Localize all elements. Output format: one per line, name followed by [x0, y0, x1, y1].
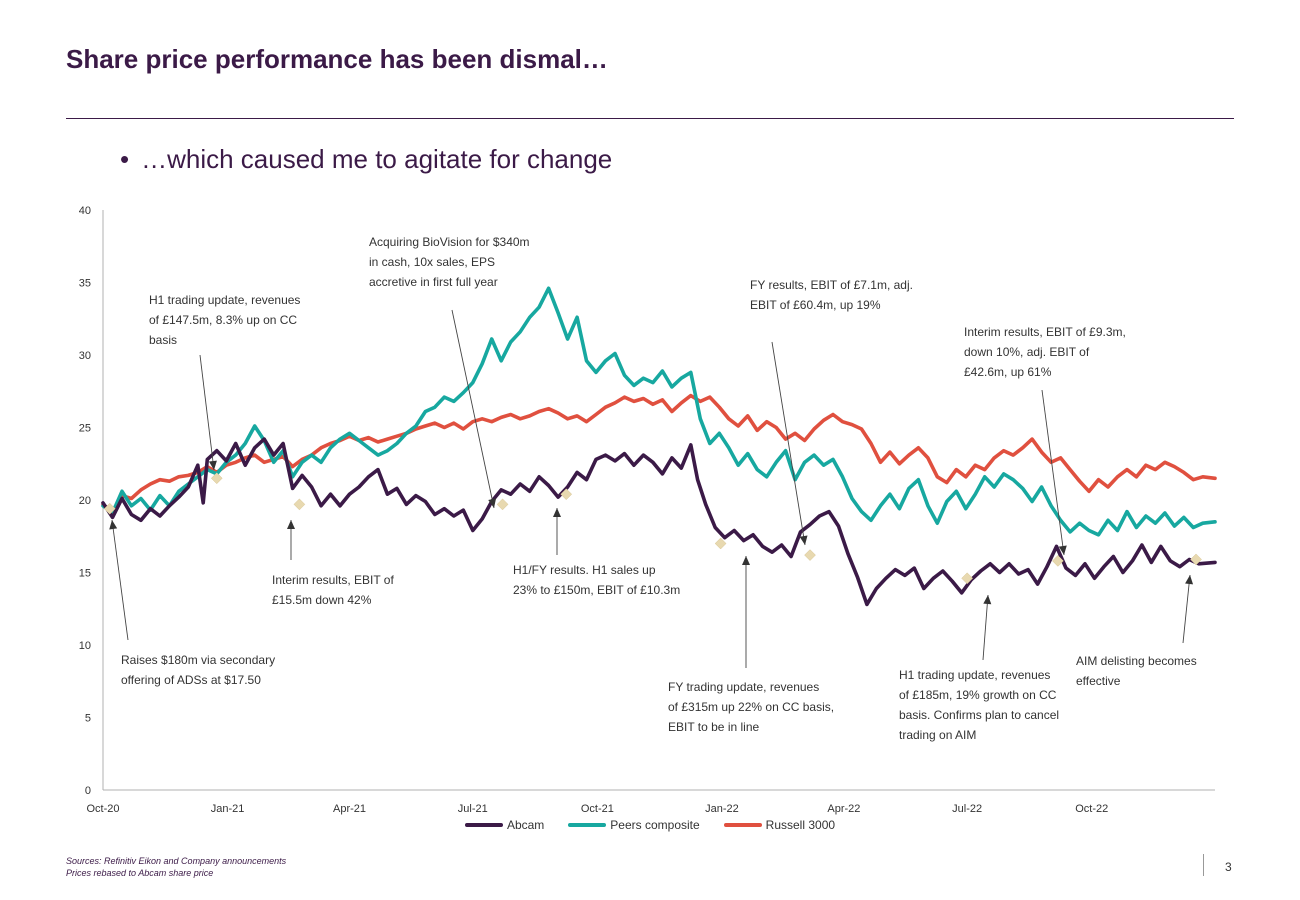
annotation-arrowhead — [109, 520, 118, 530]
chart-axes: 0 5 10 15 20 25 30 35 40 Oct-20 Jan-21 Apr-21 Jul-21… — [79, 205, 1215, 815]
event-marker — [293, 498, 306, 511]
legend-swatch-peers — [568, 823, 607, 827]
annotation-biovision-acquisition: Acquiring BioVision for $340m in cash, 1… — [369, 235, 530, 289]
legend-item-russell: Russell 3000 — [723, 818, 836, 832]
annotation-arrowhead — [799, 535, 808, 545]
page-title: Share price performance has been dismal… — [66, 44, 608, 74]
event-markers — [103, 472, 1202, 585]
annotation-arrowhead — [208, 460, 217, 470]
bullet-text: …which caused me to agitate for change — [141, 144, 613, 174]
event-marker — [103, 502, 116, 515]
series-layer — [101, 286, 1217, 607]
annotation-fy-trading-update: FY trading update, revenues of £315m up … — [668, 680, 835, 734]
annotation-secondary-offering: Raises $180m via secondary offering of A… — [121, 653, 276, 687]
bullet-point: • …which caused me to agitate for change — [120, 144, 612, 175]
x-tick-label: Jan-21 — [211, 803, 245, 815]
annotation-arrow — [111, 519, 129, 641]
y-tick-label: 20 — [79, 495, 91, 507]
annotation-fy-results: FY results, EBIT of £7.1m, adj. EBIT of … — [750, 278, 913, 312]
event-marker — [496, 498, 509, 511]
annotation-h1-fy-results: H1/FY results. H1 sales up 23% to £150m,… — [513, 563, 681, 597]
annotation-arrowhead — [1185, 575, 1194, 585]
page-number-divider — [1203, 854, 1204, 876]
annotation-aim-delisting: AIM delisting becomes effective — [1076, 654, 1197, 688]
chart-legend: Abcam Peers composite Russell 3000 — [0, 818, 1300, 832]
title-divider — [66, 118, 1234, 119]
annotation-h1-trading-update-2022: H1 trading update, revenues of £185m, 19… — [899, 668, 1060, 742]
legend-item-abcam: Abcam — [464, 818, 545, 832]
x-tick-label: Jan-22 — [705, 803, 739, 815]
annotation-arrow — [199, 354, 215, 471]
annotation-arrowhead — [287, 520, 295, 529]
event-marker — [1190, 553, 1202, 566]
y-tick-label: 35 — [79, 278, 91, 290]
annotation-h1-trading-update-2020: H1 trading update, revenues of £147.5m, … — [149, 293, 301, 347]
y-tick-label: 30 — [79, 350, 91, 362]
footer-sources: Sources: Refinitiv Eikon and Company ann… — [66, 856, 287, 866]
legend-label-russell: Russell 3000 — [765, 818, 836, 832]
annotation-arrow — [1182, 574, 1191, 644]
event-marker — [714, 537, 727, 550]
event-marker — [961, 572, 973, 585]
annotation-arrowhead — [553, 508, 561, 517]
legend-swatch-russell — [723, 823, 762, 827]
footer-notes: Sources: Refinitiv Eikon and Company ann… — [66, 855, 286, 879]
series-line-abcam — [101, 437, 1217, 607]
annotation-interim-results-2022: Interim results, EBIT of £9.3m, down 10%… — [964, 325, 1126, 379]
y-tick-label: 0 — [85, 785, 91, 797]
event-marker — [804, 549, 816, 561]
event-marker — [210, 472, 223, 485]
y-tick-label: 40 — [79, 205, 91, 217]
x-tick-label: Jul-21 — [458, 803, 488, 815]
annotation-arrow — [982, 594, 989, 661]
x-tick-label: Oct-21 — [581, 803, 614, 815]
page-number: 3 — [1225, 860, 1232, 874]
annotation-arrowhead — [488, 498, 497, 508]
x-tick-label: Apr-21 — [333, 803, 366, 815]
y-tick-label: 15 — [79, 568, 91, 580]
annotation-arrow — [771, 341, 806, 546]
annotation-interim-results-2021: Interim results, EBIT of £15.5m down 42% — [272, 573, 394, 607]
annotation-arrowhead — [1058, 545, 1067, 555]
y-tick-label: 25 — [79, 423, 91, 435]
bullet-glyph: • — [120, 144, 130, 174]
footer-note: Prices rebased to Abcam share price — [66, 868, 214, 878]
legend-item-peers: Peers composite — [568, 818, 700, 832]
legend-label-peers: Peers composite — [610, 818, 700, 832]
event-marker — [560, 488, 573, 501]
annotation-arrowhead — [983, 595, 992, 605]
annotation-arrows — [109, 309, 1194, 668]
legend-label-abcam: Abcam — [506, 818, 545, 832]
x-tick-label: Oct-22 — [1075, 803, 1108, 815]
y-tick-label: 10 — [79, 640, 91, 652]
x-tick-label: Apr-22 — [827, 803, 860, 815]
x-tick-label: Jul-22 — [952, 803, 982, 815]
annotation-arrow — [1041, 389, 1065, 556]
annotation-arrowhead — [742, 556, 750, 565]
event-marker — [1052, 555, 1064, 567]
legend-swatch-abcam — [464, 823, 503, 827]
y-tick-label: 5 — [85, 713, 91, 725]
annotation-arrow — [451, 309, 495, 509]
x-tick-label: Oct-20 — [86, 803, 119, 815]
